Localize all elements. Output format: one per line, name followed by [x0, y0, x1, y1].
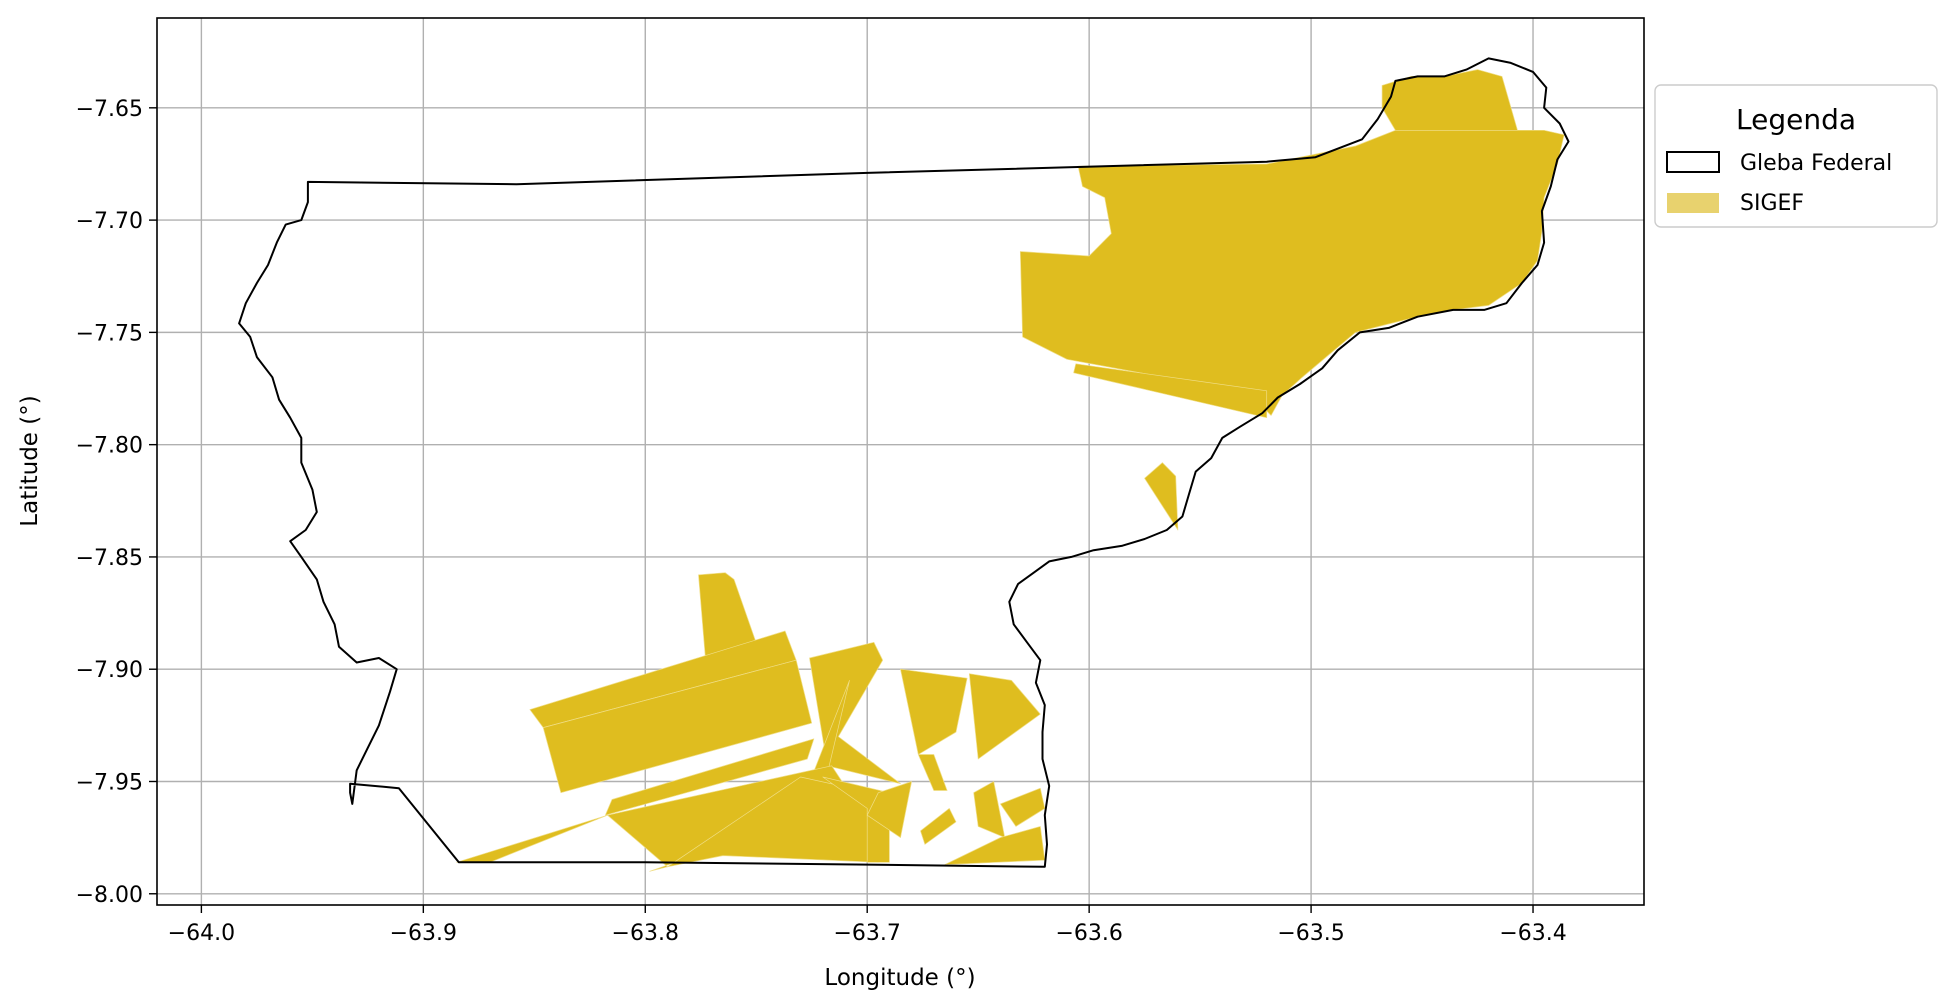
- x-tick-label-2: −63.8: [612, 921, 679, 946]
- x-tick-label-1: −63.9: [390, 921, 457, 946]
- sigef-parcel-17: [866, 781, 912, 838]
- x-tick-label-0: −64.0: [168, 921, 235, 946]
- y-tick-label-3: −7.80: [76, 434, 143, 459]
- plot-frame: [156, 17, 1645, 906]
- legend: Legenda Gleba Federal SIGEF: [1654, 84, 1938, 228]
- y-axis-label: Latitude (°): [17, 395, 43, 526]
- sigef-parcel-2: [1073, 363, 1268, 419]
- sigef-parcel-11: [968, 673, 1041, 760]
- y-tick-label-6: −7.95: [76, 770, 143, 795]
- x-tick-label-3: −63.7: [833, 921, 900, 946]
- y-tick-label-5: −7.90: [76, 658, 143, 683]
- sigef-parcel-4: [698, 572, 762, 657]
- sigef-parcel-9: [900, 668, 968, 755]
- sigef-parcel-3: [1144, 462, 1179, 531]
- legend-label-gleba-federal: Gleba Federal: [1740, 151, 1892, 176]
- x-axis-label: Longitude (°): [824, 965, 975, 991]
- sigef-parcel-0: [1019, 129, 1565, 416]
- sigef-parcel-10: [917, 754, 948, 791]
- gleba-federal-boundary: [238, 57, 1570, 868]
- x-tick-label-6: −63.4: [1499, 921, 1566, 946]
- legend-title: Legenda: [1736, 103, 1856, 136]
- sigef-parcel-16: [822, 776, 890, 863]
- axis-ticks: −64.0 −63.9 −63.8 −63.7 −63.6 −63.5 −63.4 −7.65…: [76, 97, 1567, 946]
- y-tick-label-1: −7.70: [76, 209, 143, 234]
- sigef-parcel-12: [604, 738, 815, 816]
- x-tick-label-5: −63.5: [1277, 921, 1344, 946]
- sigef-parcel-21: [944, 826, 1046, 865]
- legend-swatch-gleba-federal: [1666, 151, 1720, 173]
- y-tick-label-2: −7.75: [76, 321, 143, 346]
- legend-swatch-sigef: [1667, 193, 1719, 213]
- y-tick-label-4: −7.85: [76, 546, 143, 571]
- y-tick-label-0: −7.65: [76, 97, 143, 122]
- x-tick-label-4: −63.6: [1055, 921, 1122, 946]
- grid: [157, 18, 1644, 905]
- sigef-parcel-20: [1000, 787, 1046, 827]
- legend-box: [1654, 84, 1938, 228]
- sigef-parcel-6: [542, 659, 813, 794]
- y-tick-label-7: −8.00: [76, 883, 143, 908]
- sigef-parcels-layer: [456, 69, 1565, 872]
- sigef-parcel-18: [920, 808, 957, 845]
- gleba-federal-layer: [238, 57, 1570, 868]
- legend-label-sigef: SIGEF: [1740, 191, 1804, 216]
